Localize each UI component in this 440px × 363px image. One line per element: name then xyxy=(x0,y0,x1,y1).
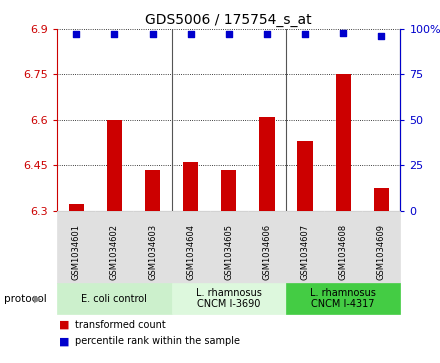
Text: L. rhamnosus
CNCM I-3690: L. rhamnosus CNCM I-3690 xyxy=(196,288,262,309)
Point xyxy=(301,32,308,37)
Text: L. rhamnosus
CNCM I-4317: L. rhamnosus CNCM I-4317 xyxy=(310,288,376,309)
Text: ■: ■ xyxy=(59,336,70,346)
Text: GSM1034603: GSM1034603 xyxy=(148,223,157,280)
Bar xyxy=(145,170,160,211)
Text: ■: ■ xyxy=(59,320,70,330)
Bar xyxy=(107,120,122,211)
Text: GSM1034608: GSM1034608 xyxy=(339,223,348,280)
Bar xyxy=(374,188,389,211)
Point xyxy=(73,32,80,37)
Text: transformed count: transformed count xyxy=(75,320,165,330)
Point xyxy=(149,32,156,37)
Text: GSM1034604: GSM1034604 xyxy=(186,224,195,280)
Bar xyxy=(297,141,313,211)
Bar xyxy=(221,170,236,211)
Text: protocol: protocol xyxy=(4,294,47,303)
Point xyxy=(111,32,118,37)
Text: GSM1034601: GSM1034601 xyxy=(72,224,81,280)
Text: GSM1034606: GSM1034606 xyxy=(262,223,271,280)
Bar xyxy=(259,117,275,211)
Point xyxy=(340,30,347,36)
Text: GSM1034605: GSM1034605 xyxy=(224,224,233,280)
Title: GDS5006 / 175754_s_at: GDS5006 / 175754_s_at xyxy=(146,13,312,26)
Bar xyxy=(183,162,198,211)
Text: GSM1034607: GSM1034607 xyxy=(301,223,310,280)
Point xyxy=(225,32,232,37)
Point xyxy=(264,32,271,37)
Point xyxy=(378,33,385,39)
Text: GSM1034602: GSM1034602 xyxy=(110,224,119,280)
Text: percentile rank within the sample: percentile rank within the sample xyxy=(75,336,240,346)
Text: E. coli control: E. coli control xyxy=(81,294,147,303)
Point xyxy=(187,32,194,37)
Text: ▶: ▶ xyxy=(33,294,41,303)
Bar xyxy=(336,74,351,211)
Text: GSM1034609: GSM1034609 xyxy=(377,224,386,280)
Bar xyxy=(69,204,84,211)
